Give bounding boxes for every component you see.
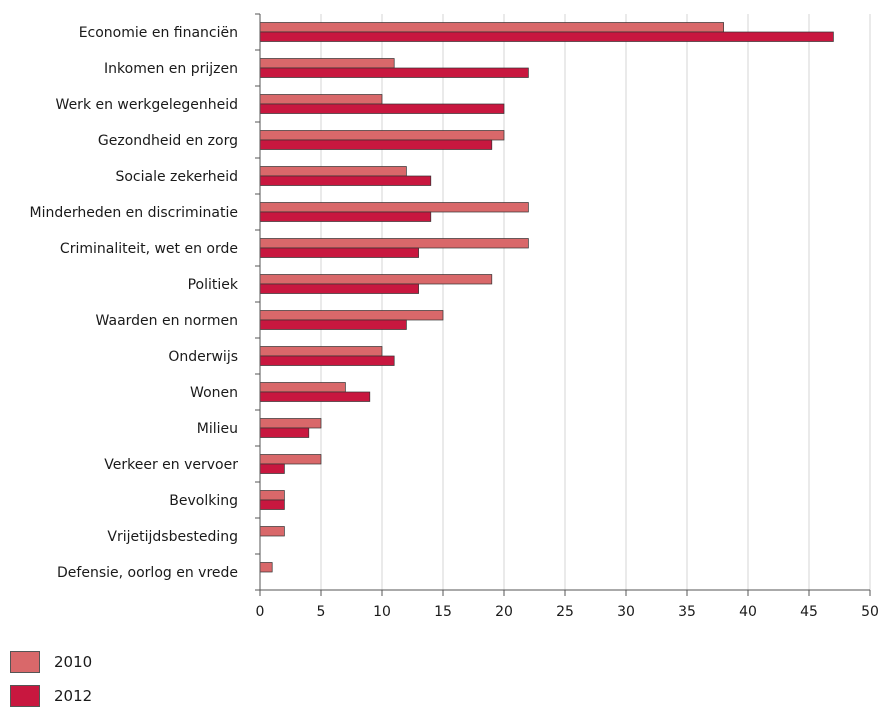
bar-2010 <box>259 454 322 465</box>
axes <box>255 13 871 596</box>
category-label: Wonen <box>190 385 238 401</box>
bar-2010 <box>259 94 383 105</box>
legend-label-2012: 2012 <box>54 687 93 705</box>
bar-2010 <box>259 490 285 501</box>
x-tick-label: 20 <box>495 604 513 620</box>
category-label: Milieu <box>197 421 238 437</box>
x-tick-label: 30 <box>617 604 635 620</box>
bar-2012 <box>259 103 505 114</box>
bar-2010 <box>259 526 285 537</box>
bar-2010 <box>259 382 346 393</box>
category-label: Politiek <box>188 277 239 293</box>
legend-item-2010: 2010 <box>10 650 92 674</box>
x-tick-label: 40 <box>739 604 757 620</box>
bars <box>259 22 834 573</box>
bar-2012 <box>259 175 432 186</box>
category-label: Bevolking <box>169 493 238 509</box>
category-label: Onderwijs <box>168 349 238 365</box>
category-label: Vrijetijdsbesteding <box>107 529 238 545</box>
category-label: Waarden en normen <box>96 313 238 329</box>
bar-2010 <box>259 418 322 429</box>
bar-2012 <box>259 499 285 510</box>
bar-2010 <box>259 346 383 357</box>
category-label: Inkomen en prijzen <box>104 61 238 77</box>
category-label: Werk en werkgelegenheid <box>56 97 238 113</box>
category-label: Sociale zekerheid <box>115 169 238 185</box>
legend-swatch-2012 <box>10 685 40 707</box>
x-tick-label: 35 <box>678 604 696 620</box>
bar-2012 <box>259 463 285 474</box>
gridlines <box>320 14 871 590</box>
bar-2012 <box>259 283 419 294</box>
bar-2010 <box>259 130 505 141</box>
category-labels: Economie en financiën Inkomen en prijzen W… <box>30 25 239 581</box>
bar-2010 <box>259 166 407 177</box>
x-tick-labels: 0 5 10 15 20 25 30 35 40 45 50 <box>256 604 879 620</box>
bar-2012 <box>259 247 419 258</box>
category-label: Economie en financiën <box>79 25 238 41</box>
bar-2012 <box>259 211 432 222</box>
category-label: Verkeer en vervoer <box>104 457 238 473</box>
bar-2010 <box>259 58 395 69</box>
x-tick-label: 50 <box>861 604 879 620</box>
x-tick-label: 5 <box>317 604 326 620</box>
bar-2012 <box>259 355 395 366</box>
bar-2012 <box>259 319 407 330</box>
bar-2010 <box>259 562 273 573</box>
legend: 2010 2012 <box>10 650 92 718</box>
bar-2012 <box>259 391 371 402</box>
bar-2012 <box>259 139 493 150</box>
bar-2010 <box>259 310 444 321</box>
category-label: Criminaliteit, wet en orde <box>60 241 238 257</box>
x-tick-label: 15 <box>434 604 452 620</box>
bar-2010 <box>259 22 724 33</box>
x-tick-label: 25 <box>556 604 574 620</box>
bar-2012 <box>259 427 310 438</box>
x-tick-label: 0 <box>256 604 265 620</box>
legend-label-2010: 2010 <box>54 653 93 671</box>
x-tick-label: 45 <box>800 604 818 620</box>
bar-2010 <box>259 202 529 213</box>
legend-item-2012: 2012 <box>10 684 92 708</box>
category-label: Gezondheid en zorg <box>98 133 238 149</box>
bar-2010 <box>259 274 493 285</box>
bar-2010 <box>259 238 529 249</box>
category-label: Defensie, oorlog en vrede <box>57 565 238 581</box>
category-label: Minderheden en discriminatie <box>30 205 238 221</box>
bar-chart: Economie en financiën Inkomen en prijzen W… <box>30 13 879 620</box>
bar-2012 <box>259 31 834 42</box>
x-tick-label: 10 <box>373 604 391 620</box>
legend-swatch-2010 <box>10 651 40 673</box>
bar-2012 <box>259 67 529 78</box>
